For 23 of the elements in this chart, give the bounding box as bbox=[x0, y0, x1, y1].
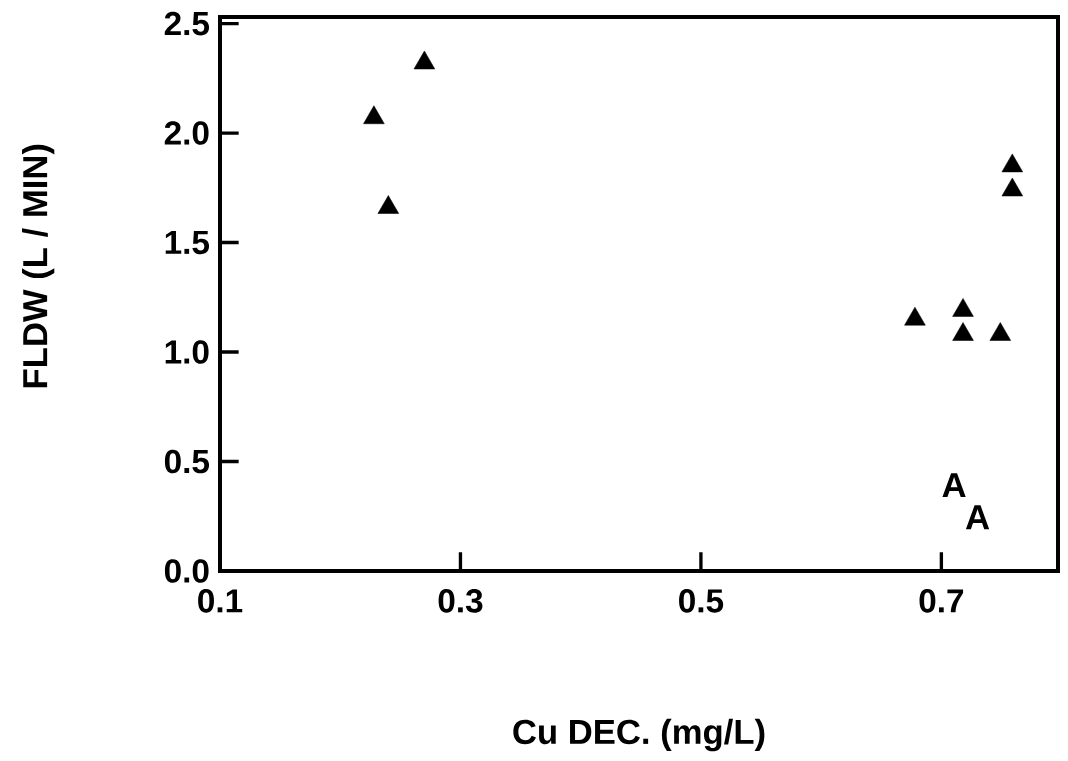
point bbox=[413, 50, 436, 70]
x-tick-label: 0.5 bbox=[679, 589, 724, 613]
y-tick-label: 0.0 bbox=[164, 559, 209, 583]
point bbox=[1001, 153, 1023, 173]
point bbox=[952, 322, 974, 341]
point bbox=[1001, 177, 1023, 197]
y-tick-label: 2.0 bbox=[164, 121, 209, 145]
x-axis-title: Cu DEC. (mg/L) bbox=[513, 718, 765, 752]
point bbox=[989, 322, 1011, 341]
point bbox=[363, 105, 385, 124]
annotation: A bbox=[942, 473, 966, 498]
annotation: A bbox=[965, 505, 990, 530]
y-tick-label: 0.5 bbox=[164, 449, 210, 474]
y-axis-title: FLDW (L / MIN) bbox=[22, 144, 55, 388]
y-tick-label: 2.5 bbox=[164, 11, 210, 36]
y-tick-label: 1.0 bbox=[165, 340, 209, 364]
point bbox=[377, 195, 399, 214]
x-tick-label: 0.3 bbox=[438, 589, 483, 613]
point bbox=[904, 306, 926, 326]
y-tick-label: 1.5 bbox=[165, 230, 210, 255]
x-tick-label: 0.1 bbox=[198, 589, 243, 613]
point bbox=[952, 298, 974, 317]
x-tick-label: 0.7 bbox=[919, 589, 964, 613]
